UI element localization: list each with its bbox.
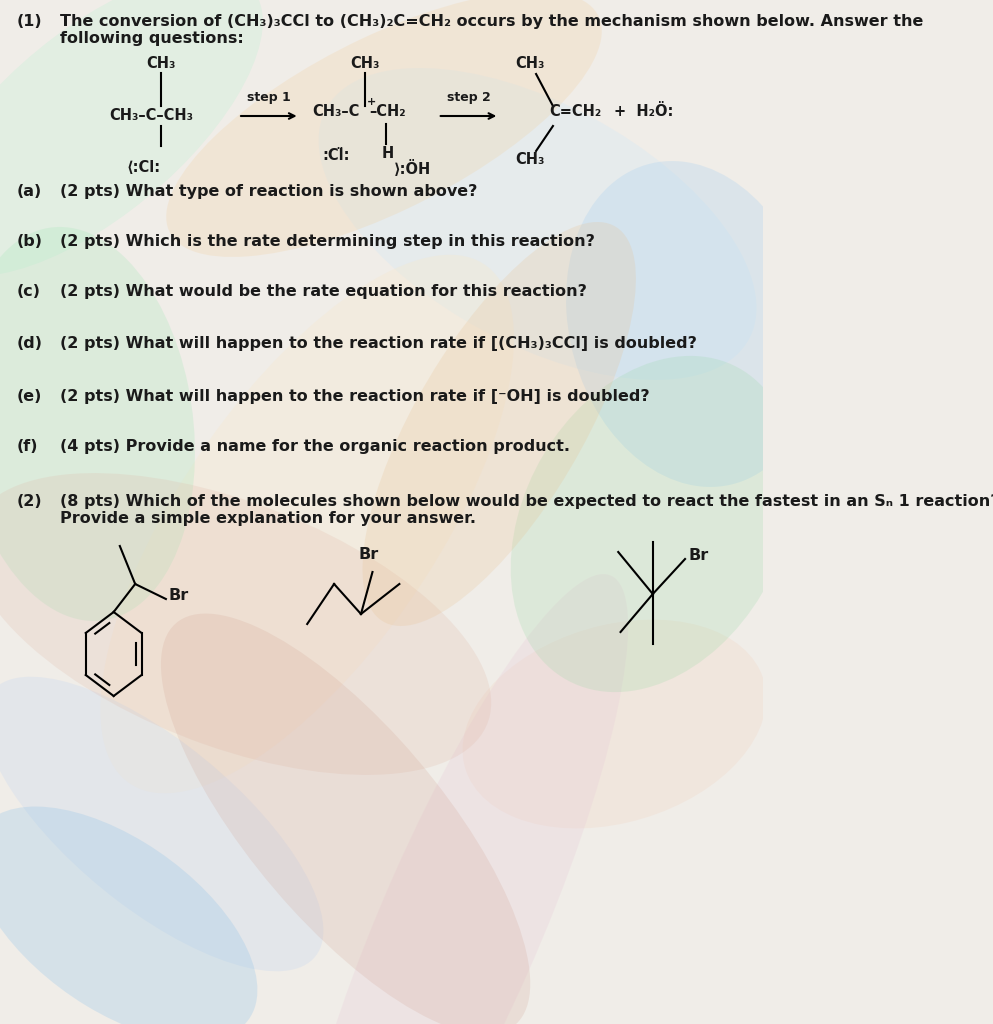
- Text: (2 pts) What type of reaction is shown above?: (2 pts) What type of reaction is shown a…: [60, 184, 478, 199]
- Ellipse shape: [463, 620, 767, 828]
- Text: CH₃: CH₃: [147, 56, 176, 72]
- Text: CH₃: CH₃: [351, 56, 379, 72]
- Text: (1): (1): [17, 14, 43, 29]
- Text: H: H: [381, 146, 394, 162]
- Text: Br: Br: [168, 589, 189, 603]
- Text: (2 pts) What will happen to the reaction rate if [(CH₃)₃CCl] is doubled?: (2 pts) What will happen to the reaction…: [60, 336, 697, 351]
- Text: +: +: [367, 97, 376, 106]
- Text: Br: Br: [358, 547, 378, 562]
- Text: (b): (b): [17, 234, 43, 249]
- Ellipse shape: [0, 473, 492, 775]
- Ellipse shape: [0, 677, 324, 972]
- Ellipse shape: [0, 807, 257, 1024]
- Text: CH₃–C: CH₃–C: [313, 104, 359, 120]
- Ellipse shape: [566, 161, 816, 487]
- Text: (f): (f): [17, 439, 39, 454]
- Text: (2 pts) Which is the rate determining step in this reaction?: (2 pts) Which is the rate determining st…: [60, 234, 595, 249]
- Text: +  H₂Ö:: + H₂Ö:: [615, 104, 674, 120]
- Text: The conversion of (CH₃)₃CCl to (CH₃)₂C=CH₂ occurs by the mechanism shown below. : The conversion of (CH₃)₃CCl to (CH₃)₂C=C…: [60, 14, 923, 29]
- Text: CH₃–C–CH₃: CH₃–C–CH₃: [109, 109, 193, 124]
- Text: (2): (2): [17, 494, 43, 509]
- Text: ⟨:Cl:: ⟨:Cl:: [127, 161, 161, 175]
- Text: (c): (c): [17, 284, 41, 299]
- Text: step 1: step 1: [247, 91, 291, 104]
- Ellipse shape: [0, 227, 195, 621]
- Text: :Cl̈:: :Cl̈:: [323, 148, 351, 164]
- Text: step 2: step 2: [447, 91, 491, 104]
- Text: (4 pts) Provide a name for the organic reaction product.: (4 pts) Provide a name for the organic r…: [60, 439, 570, 454]
- Ellipse shape: [0, 0, 263, 276]
- Text: ⟩:ÖH: ⟩:ÖH: [394, 160, 431, 176]
- Text: Br: Br: [688, 549, 708, 563]
- Ellipse shape: [161, 613, 530, 1024]
- Ellipse shape: [293, 574, 629, 1024]
- Ellipse shape: [100, 255, 514, 794]
- Text: (8 pts) Which of the molecules shown below would be expected to react the fastes: (8 pts) Which of the molecules shown bel…: [60, 494, 993, 509]
- Text: (2 pts) What would be the rate equation for this reaction?: (2 pts) What would be the rate equation …: [60, 284, 587, 299]
- Text: –CH₂: –CH₂: [369, 104, 406, 120]
- Text: C=CH₂: C=CH₂: [549, 104, 602, 120]
- Ellipse shape: [166, 0, 602, 257]
- Ellipse shape: [510, 356, 795, 692]
- Text: (e): (e): [17, 389, 43, 404]
- Text: (d): (d): [17, 336, 43, 351]
- Text: (a): (a): [17, 184, 42, 199]
- Text: CH₃: CH₃: [515, 153, 544, 168]
- Text: (2 pts) What will happen to the reaction rate if [⁻OH] is doubled?: (2 pts) What will happen to the reaction…: [60, 389, 649, 404]
- Text: CH₃: CH₃: [515, 56, 544, 72]
- Text: Provide a simple explanation for your answer.: Provide a simple explanation for your an…: [60, 511, 476, 526]
- Ellipse shape: [319, 68, 757, 380]
- Ellipse shape: [362, 222, 636, 626]
- Text: following questions:: following questions:: [60, 31, 243, 46]
